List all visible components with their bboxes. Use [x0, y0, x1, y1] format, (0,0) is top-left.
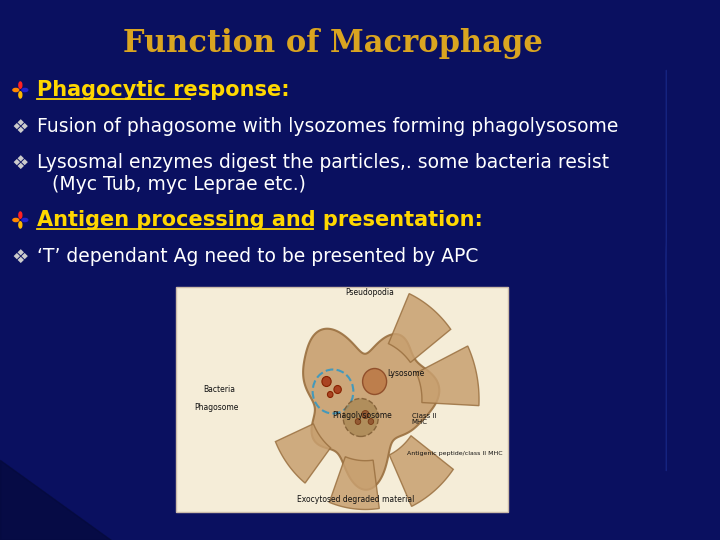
Polygon shape [416, 346, 479, 406]
Text: Bacteria: Bacteria [203, 384, 235, 394]
Ellipse shape [19, 212, 22, 218]
Circle shape [343, 399, 378, 436]
Circle shape [355, 418, 361, 424]
Text: Pseudopodia: Pseudopodia [346, 288, 395, 297]
Circle shape [328, 392, 333, 397]
Text: Function of Macrophage: Function of Macrophage [123, 28, 543, 59]
Ellipse shape [19, 92, 22, 98]
Text: ❖: ❖ [12, 153, 29, 172]
Text: (Myc Tub, myc Leprae etc.): (Myc Tub, myc Leprae etc.) [52, 176, 306, 194]
Circle shape [322, 376, 331, 387]
Polygon shape [303, 329, 439, 490]
Text: Exocytosed degraded material: Exocytosed degraded material [297, 495, 415, 504]
Text: Phagocytic response:: Phagocytic response: [37, 80, 289, 100]
Text: ❖: ❖ [12, 118, 29, 137]
Circle shape [361, 410, 369, 418]
Ellipse shape [13, 218, 19, 221]
Polygon shape [389, 294, 451, 362]
Circle shape [363, 368, 387, 395]
Ellipse shape [22, 89, 28, 92]
Text: Class II
MHC: Class II MHC [412, 413, 436, 426]
Text: ❖: ❖ [12, 247, 29, 267]
Circle shape [368, 418, 374, 424]
Ellipse shape [22, 218, 28, 221]
Ellipse shape [19, 82, 22, 88]
Bar [176, 287, 508, 512]
Text: Antigen processing and presentation:: Antigen processing and presentation: [37, 210, 483, 230]
Ellipse shape [19, 222, 22, 228]
Polygon shape [390, 436, 454, 507]
Text: Phagolysosome: Phagolysosome [333, 410, 392, 420]
Polygon shape [276, 424, 330, 483]
Circle shape [334, 386, 341, 394]
Text: Lysosome: Lysosome [387, 369, 425, 379]
Text: Lysosmal enzymes digest the particles,. some bacteria resist: Lysosmal enzymes digest the particles,. … [37, 153, 609, 172]
Text: Antigenic peptide/class II MHC: Antigenic peptide/class II MHC [407, 450, 503, 456]
Text: ‘T’ dependant Ag need to be presented by APC: ‘T’ dependant Ag need to be presented by… [37, 247, 478, 267]
Ellipse shape [13, 89, 19, 92]
Polygon shape [329, 457, 379, 510]
Text: Phagosome: Phagosome [194, 402, 238, 411]
Text: Fusion of phagosome with lysozomes forming phagolysosome: Fusion of phagosome with lysozomes formi… [37, 118, 618, 137]
